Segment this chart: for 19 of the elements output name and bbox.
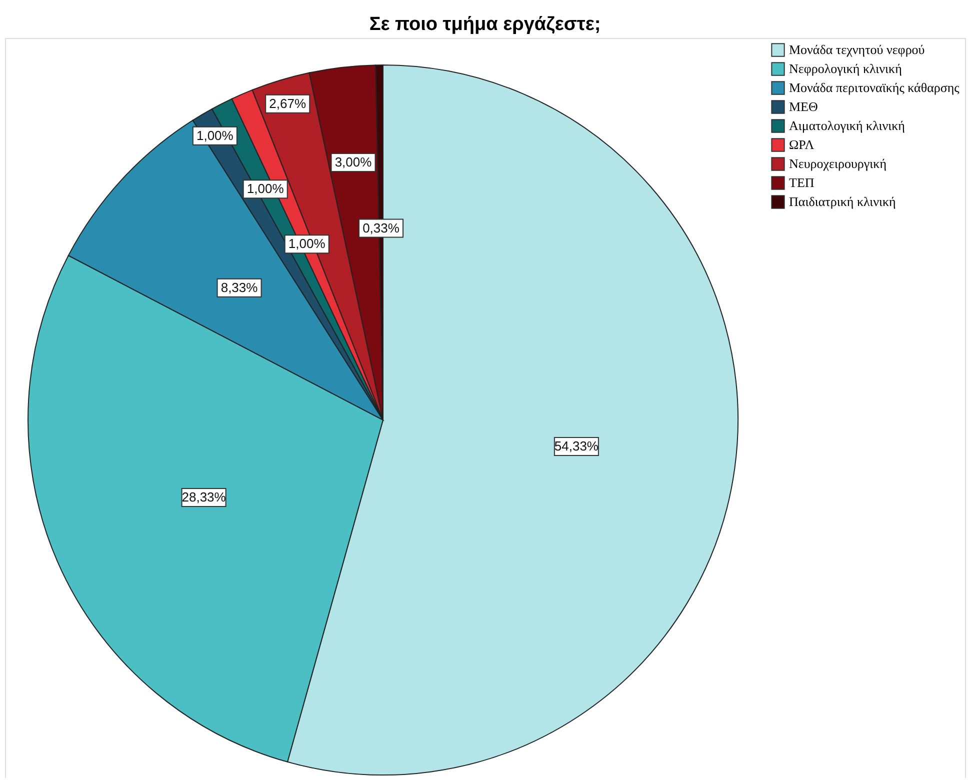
data-label: 0,33% xyxy=(362,220,400,236)
data-label: 1,00% xyxy=(246,181,284,196)
chart-title: Σε ποιο τμήμα εργάζεστε; xyxy=(369,14,601,35)
data-label: 28,33% xyxy=(182,490,226,505)
data-label: 1,00% xyxy=(196,128,234,143)
legend-label: ΩΡΛ xyxy=(789,137,815,152)
legend-label: Μονάδα τεχνητού νεφρού xyxy=(789,42,925,57)
legend-label: Παιδιατρική κλινική xyxy=(789,194,896,209)
data-label: 8,33% xyxy=(220,280,258,295)
data-label: 54,33% xyxy=(554,438,599,454)
legend-label: ΜΕΘ xyxy=(789,99,818,114)
legend-label: Νευροχειρουργική xyxy=(789,156,887,171)
data-label: 1,00% xyxy=(288,236,326,252)
legend-label: Μονάδα περιτοναϊκής κάθαρσης xyxy=(789,80,960,95)
legend-label: ΤΕΠ xyxy=(789,175,814,190)
legend-label: Αιματολογική κλινική xyxy=(789,118,906,133)
data-label: 2,67% xyxy=(269,96,306,111)
data-label: 3,00% xyxy=(334,154,372,170)
legend-label: Νεφρολογική κλινική xyxy=(789,61,902,76)
